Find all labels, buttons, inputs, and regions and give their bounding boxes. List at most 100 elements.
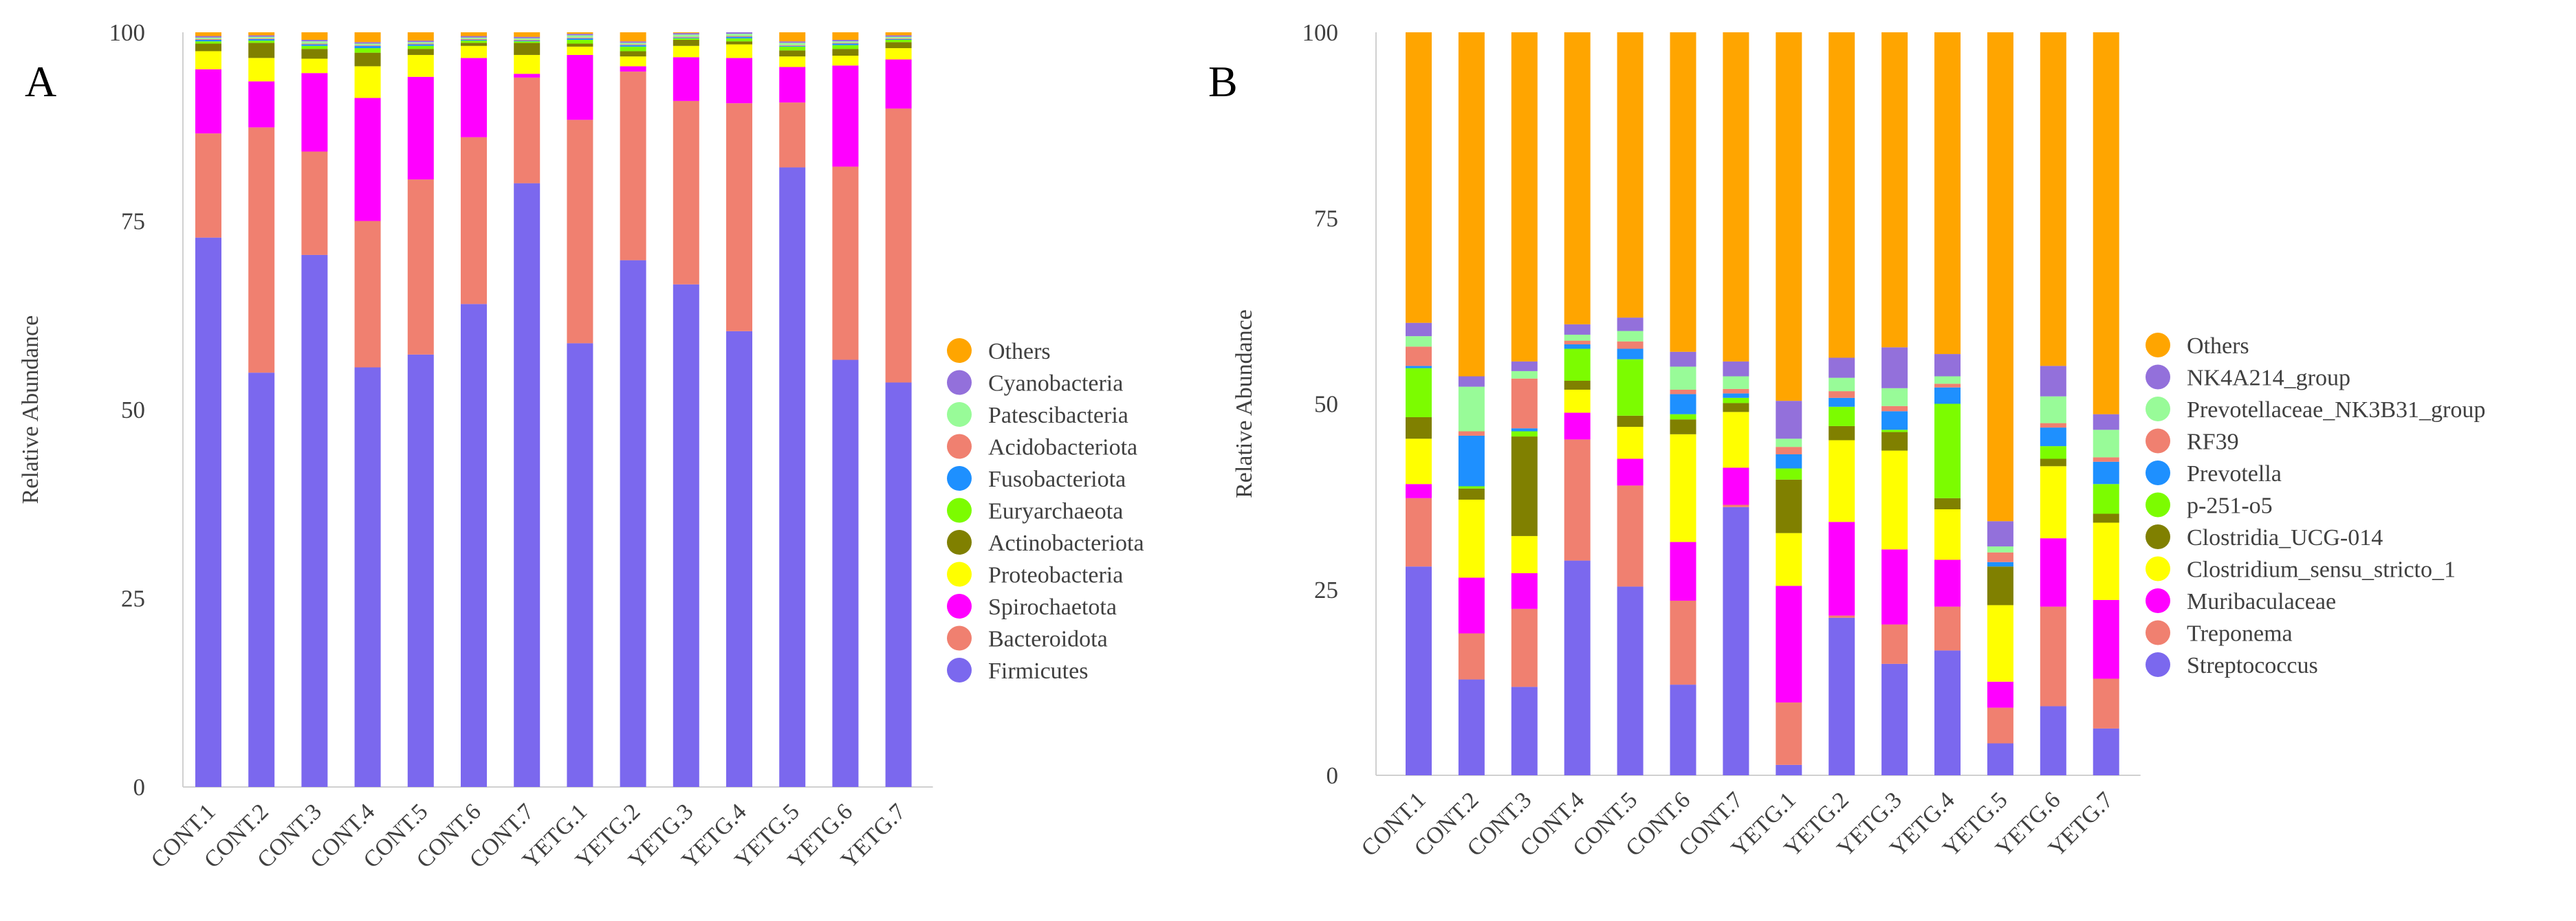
panel-a-legend-swatch-fusobacteriota [947, 466, 972, 491]
panel-a-legend-swatch-euryarchaeota [947, 498, 972, 523]
panel-a-bar-yetg-3-others [673, 32, 699, 34]
panel-b-bar-yetg-3-others [1881, 32, 1908, 348]
panel-b-bar-yetg-6-p-251-o5 [2040, 446, 2066, 459]
panel-a-bar-cont-6-patescibacteria [461, 37, 487, 39]
panel-a-bar-cont-1-cyanobacteria [195, 36, 221, 38]
panel-b-bar-yetg-7-p-251-o5 [2093, 484, 2119, 514]
panel-a-bar-cont-4-firmicutes [354, 367, 381, 787]
panel-a-bar-cont-2-cyanobacteria [248, 35, 275, 37]
panel-b-bar-cont-3-prevotella [1511, 428, 1538, 432]
panel-b-legend-swatch-treponema [2146, 620, 2170, 645]
panel-b-bar-cont-2-others [1458, 32, 1485, 377]
panel-a-bar-yetg-7-euryarchaeota [885, 39, 912, 43]
panel-a-letter: A [25, 57, 56, 106]
panel-a-bar-cont-3-proteobacteria [301, 58, 328, 74]
panel-b-bar-yetg-7-prevotellaceae-nk3b31-group [2093, 430, 2119, 458]
panel-b-legend-label-clostridium-sensu-stricto-1: Clostridium_sensu_stricto_1 [2187, 557, 2456, 583]
panel-b-bar-cont-5-treponema [1617, 485, 1644, 587]
panel-b-bar-yetg-6-clostridia-ucg-014 [2040, 458, 2066, 467]
panel-a-bar-cont-2-actinobacteriota [248, 43, 275, 58]
panel-b-y-tick-label: 25 [1314, 577, 1338, 603]
panel-a-bar-yetg-7-others [885, 32, 912, 36]
panel-a-bar-yetg-4-bacteroidota [726, 103, 752, 331]
panel-b-bar-cont-3-muribaculaceae [1511, 573, 1538, 609]
panel-a-bar-yetg-1-bacteroidota [567, 120, 593, 344]
panel-a-bar-yetg-3-bacteroidota [673, 100, 699, 285]
panel-b-bar-cont-6-others [1670, 32, 1696, 352]
panel-a-bar-cont-6-spirochaetota [461, 58, 487, 137]
panel-b-bar-cont-4-prevotella [1564, 344, 1591, 349]
panel-b-bar-yetg-7-clostridium-sensu-stricto-1 [2093, 522, 2119, 600]
panel-a-bar-yetg-2-firmicutes [620, 260, 646, 787]
panel-a-bar-yetg-6-actinobacteriota [832, 49, 859, 56]
panel-a-bar-yetg-7-acidobacteriota [885, 38, 912, 39]
panel-a-legend-label-proteobacteria: Proteobacteria [988, 563, 1123, 588]
panel-a-legend-swatch-acidobacteriota [947, 434, 972, 459]
panel-b-bar-cont-4-p-251-o5 [1564, 348, 1591, 381]
panel-b-bar-cont-3-others [1511, 32, 1538, 362]
panel-a-bar-cont-4-patescibacteria [354, 43, 381, 45]
panel-b-bar-cont-7-streptococcus [1723, 507, 1749, 775]
panel-a-bar-yetg-3-euryarchaeota [673, 38, 699, 40]
panel-b-bar-cont-2-prevotella [1458, 435, 1485, 487]
panel-a-bar-cont-2-euryarchaeota [248, 41, 275, 43]
panel-b-bar-cont-4-clostridium-sensu-stricto-1 [1564, 389, 1591, 413]
panel-b-bar-cont-2-rf39 [1458, 431, 1485, 436]
panel-b-bar-yetg-7-muribaculaceae [2093, 599, 2119, 679]
panel-a-bar-cont-4-acidobacteriota [354, 45, 381, 46]
panel-b-bar-cont-1-streptococcus [1406, 566, 1432, 775]
panel-a-bar-cont-4-spirochaetota [354, 98, 381, 221]
panel-a-bar-cont-6-proteobacteria [461, 45, 487, 58]
panel-b-bar-yetg-1-rf39 [1776, 447, 1802, 455]
panel-a-legend-label-patescibacteria: Patescibacteria [988, 403, 1128, 428]
panel-b-bar-yetg-3-p-251-o5 [1881, 430, 1908, 432]
panel-a-bar-yetg-4-cyanobacteria [726, 32, 752, 34]
panel-a-legend-swatch-bacteroidota [947, 625, 972, 651]
panel-b-bar-cont-3-nk4a214-group [1511, 361, 1538, 371]
panel-b-bar-cont-5-streptococcus [1617, 586, 1644, 775]
panel-a-bar-cont-5-fusobacteriota [407, 44, 434, 46]
panel-a-bar-yetg-2-bacteroidota [620, 71, 646, 260]
panel-b-bar-cont-2-muribaculaceae [1458, 577, 1485, 634]
panel-a-bar-cont-6-actinobacteriota [461, 43, 487, 46]
panel-a-bar-yetg-5-others [779, 32, 806, 42]
panel-b-bar-yetg-2-p-251-o5 [1829, 406, 1855, 426]
panel-b-bar-cont-3-rf39 [1511, 378, 1538, 429]
panel-a-bar-yetg-6-proteobacteria [832, 56, 859, 66]
panel-a-bar-yetg-4-proteobacteria [726, 44, 752, 58]
panel-b-bar-yetg-4-others [1934, 32, 1961, 355]
panel-b-bar-cont-1-prevotella [1406, 366, 1432, 368]
panel-a-bar-yetg-2-spirochaetota [620, 66, 646, 72]
panel-b-bar-yetg-1-prevotella [1776, 454, 1802, 469]
panel-b-bar-cont-4-prevotellaceae-nk3b31-group [1564, 334, 1591, 341]
panel-b-bar-yetg-7-treponema [2093, 678, 2119, 729]
panel-a-bar-yetg-1-actinobacteriota [567, 43, 593, 47]
panel-a-bar-cont-4-bacteroidota [354, 221, 381, 368]
panel-b-bar-cont-3-streptococcus [1511, 687, 1538, 775]
panel-a-bar-cont-3-cyanobacteria [301, 39, 328, 42]
panel-a-bar-yetg-4-spirochaetota [726, 58, 752, 104]
panel-a-bar-cont-5-euryarchaeota [407, 45, 434, 49]
panel-b-bar-cont-7-treponema [1723, 504, 1749, 507]
panel-b-bar-cont-5-prevotellaceae-nk3b31-group [1617, 331, 1644, 342]
panel-b-bar-cont-1-nk4a214-group [1406, 322, 1432, 337]
panel-a-bar-cont-3-firmicutes [301, 254, 328, 787]
panel-a-bar-yetg-2-patescibacteria [620, 43, 646, 45]
panel-b-bar-cont-7-prevotellaceae-nk3b31-group [1723, 376, 1749, 389]
panel-b-legend-label-prevotellaceae-nk3b31-group: Prevotellaceae_NK3B31_group [2187, 397, 2485, 423]
panel-b-bar-yetg-6-others [2040, 32, 2066, 366]
panel-a-bar-cont-1-others [195, 32, 221, 36]
panel-a-bar-cont-7-patescibacteria [514, 38, 541, 40]
panel-b-bar-yetg-1-clostridium-sensu-stricto-1 [1776, 533, 1802, 586]
panel-a-bar-yetg-5-bacteroidota [779, 102, 806, 168]
panel-a-bar-cont-6-euryarchaeota [461, 41, 487, 43]
panel-b-bar-cont-5-others [1617, 32, 1644, 318]
panel-a-legend-swatch-patescibacteria [947, 402, 972, 427]
panel-b-legend-swatch-nk4a214-group [2146, 364, 2170, 390]
panel-a-bar-cont-4-euryarchaeota [354, 48, 381, 53]
panel-b-y-tick-label: 75 [1314, 205, 1338, 232]
panel-a-bar-cont-6-acidobacteriota [461, 38, 487, 40]
panel-b-legend-label-rf39: RF39 [2187, 430, 2239, 455]
panel-b-legend-label-clostridia-ucg-014: Clostridia_UCG-014 [2187, 525, 2383, 551]
panel-b-bar-cont-1-treponema [1406, 498, 1432, 567]
